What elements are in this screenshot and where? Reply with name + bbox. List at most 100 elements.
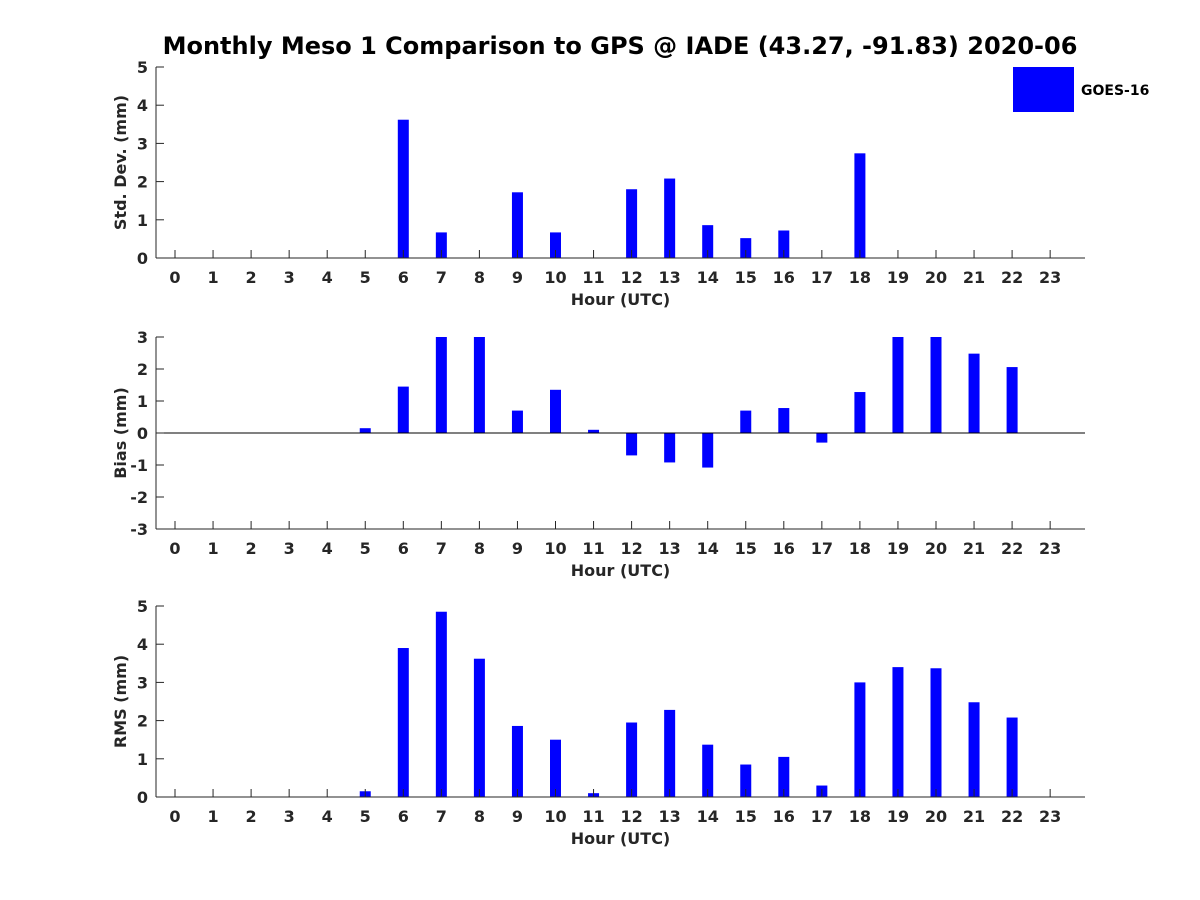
x-tick-label: 18 bbox=[849, 807, 871, 826]
y-tick-label: 4 bbox=[137, 96, 148, 115]
y-tick-label: -2 bbox=[130, 488, 148, 507]
bar-hour-21 bbox=[968, 353, 980, 433]
x-tick-label: 22 bbox=[1001, 539, 1023, 558]
x-tick-label: 17 bbox=[811, 807, 833, 826]
y-tick-label: 3 bbox=[137, 673, 148, 692]
y-tick-label: 1 bbox=[137, 392, 148, 411]
x-tick-label: 9 bbox=[512, 268, 523, 287]
x-tick-label: 23 bbox=[1039, 539, 1061, 558]
x-tick-label: 15 bbox=[735, 539, 757, 558]
x-tick-label: 5 bbox=[360, 268, 371, 287]
x-tick-label: 16 bbox=[773, 539, 795, 558]
y-axis-label: Bias (mm) bbox=[111, 387, 130, 479]
x-tick-label: 4 bbox=[322, 268, 333, 287]
x-tick-label: 8 bbox=[474, 539, 485, 558]
y-axis-label: Std. Dev. (mm) bbox=[111, 95, 130, 230]
x-tick-label: 11 bbox=[582, 539, 604, 558]
y-tick-label: 5 bbox=[137, 58, 148, 77]
legend-swatch-goes-16 bbox=[1013, 67, 1074, 112]
x-tick-label: 0 bbox=[169, 807, 180, 826]
x-tick-label: 13 bbox=[659, 539, 681, 558]
bar-hour-6 bbox=[397, 648, 409, 797]
x-tick-label: 0 bbox=[169, 539, 180, 558]
bar-hour-7 bbox=[435, 337, 447, 433]
x-tick-label: 1 bbox=[207, 807, 218, 826]
bar-hour-12 bbox=[626, 722, 638, 797]
x-tick-label: 10 bbox=[544, 268, 566, 287]
x-tick-label: 13 bbox=[659, 807, 681, 826]
x-tick-label: 5 bbox=[360, 807, 371, 826]
x-tick-label: 23 bbox=[1039, 807, 1061, 826]
x-tick-label: 8 bbox=[474, 807, 485, 826]
y-tick-label: 0 bbox=[137, 788, 148, 807]
x-tick-label: 16 bbox=[773, 807, 795, 826]
x-tick-label: 6 bbox=[398, 268, 409, 287]
bar-hour-6 bbox=[397, 386, 409, 433]
bar-hour-9 bbox=[511, 192, 523, 258]
bar-hour-22 bbox=[1006, 717, 1018, 797]
bar-hour-18 bbox=[854, 153, 866, 258]
bar-hour-15 bbox=[740, 410, 752, 433]
bar-hour-14 bbox=[702, 744, 714, 797]
y-axis-label: RMS (mm) bbox=[111, 655, 130, 748]
legend-label-goes-16: GOES-16 bbox=[1081, 83, 1149, 99]
x-tick-label: 4 bbox=[322, 539, 333, 558]
x-tick-label: 15 bbox=[735, 807, 757, 826]
x-tick-label: 23 bbox=[1039, 268, 1061, 287]
bar-hour-8 bbox=[473, 658, 485, 797]
x-tick-label: 17 bbox=[811, 268, 833, 287]
bar-hour-19 bbox=[892, 667, 904, 797]
bar-hour-18 bbox=[854, 682, 866, 797]
x-tick-label: 3 bbox=[284, 268, 295, 287]
x-tick-label: 19 bbox=[887, 807, 909, 826]
bar-hour-15 bbox=[740, 238, 752, 258]
x-tick-label: 12 bbox=[620, 807, 642, 826]
x-tick-label: 22 bbox=[1001, 807, 1023, 826]
x-tick-label: 15 bbox=[735, 268, 757, 287]
legend: GOES-16 bbox=[1013, 67, 1149, 112]
y-tick-label: 0 bbox=[137, 249, 148, 268]
bar-hour-11 bbox=[588, 429, 600, 433]
x-tick-label: 14 bbox=[697, 268, 719, 287]
x-tick-label: 2 bbox=[246, 539, 257, 558]
x-tick-label: 17 bbox=[811, 539, 833, 558]
bar-hour-7 bbox=[435, 232, 447, 258]
bar-hour-10 bbox=[550, 739, 561, 797]
bar-hour-17 bbox=[816, 433, 828, 443]
y-tick-label: 2 bbox=[137, 360, 148, 379]
bar-hour-14 bbox=[702, 433, 714, 468]
bar-hour-14 bbox=[702, 225, 714, 258]
x-tick-label: 5 bbox=[360, 539, 371, 558]
x-tick-label: 13 bbox=[659, 268, 681, 287]
bar-hour-13 bbox=[664, 709, 676, 797]
bar-hour-16 bbox=[778, 756, 790, 797]
x-tick-label: 7 bbox=[436, 268, 447, 287]
x-tick-label: 4 bbox=[322, 807, 333, 826]
x-tick-label: 10 bbox=[544, 539, 566, 558]
x-tick-label: 22 bbox=[1001, 268, 1023, 287]
x-tick-label: 3 bbox=[284, 807, 295, 826]
x-tick-label: 11 bbox=[582, 807, 604, 826]
y-tick-label: 3 bbox=[137, 328, 148, 347]
x-tick-label: 19 bbox=[887, 539, 909, 558]
x-tick-label: 6 bbox=[398, 539, 409, 558]
y-tick-label: 2 bbox=[137, 173, 148, 192]
x-tick-label: 3 bbox=[284, 539, 295, 558]
x-tick-label: 18 bbox=[849, 539, 871, 558]
x-tick-label: 20 bbox=[925, 539, 947, 558]
bar-hour-16 bbox=[778, 230, 790, 258]
y-tick-label: 3 bbox=[137, 134, 148, 153]
y-tick-label: 4 bbox=[137, 635, 148, 654]
y-tick-label: -1 bbox=[130, 456, 148, 475]
bar-hour-9 bbox=[511, 410, 523, 433]
x-tick-label: 14 bbox=[697, 539, 719, 558]
bar-hour-18 bbox=[854, 392, 866, 433]
y-tick-label: 1 bbox=[137, 211, 148, 230]
y-tick-label: -3 bbox=[130, 520, 148, 539]
bar-hour-13 bbox=[664, 178, 676, 258]
x-tick-label: 2 bbox=[246, 268, 257, 287]
